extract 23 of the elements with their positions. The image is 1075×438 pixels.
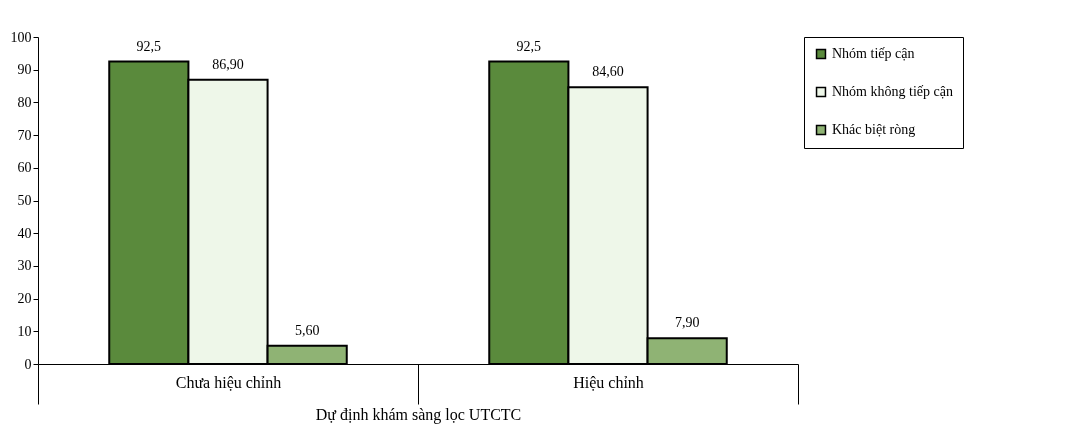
y-tick-label: 90 (17, 62, 32, 78)
data-label: 92,5 (136, 38, 162, 54)
y-tick-label: 80 (17, 94, 32, 110)
y-tick-label: 0 (24, 356, 32, 372)
x-tick-label: Hiệu chỉnh (573, 373, 644, 391)
data-label: 86,90 (212, 56, 244, 72)
data-label: 7,90 (674, 315, 700, 331)
legend-label: Nhóm tiếp cận (832, 46, 915, 61)
legend-label: Khác biệt ròng (832, 122, 916, 137)
x-tick-label: Chưa hiệu chỉnh (175, 373, 282, 391)
y-tick-label: 50 (17, 193, 32, 208)
x-axis-title: Dự định khám sàng lọc UTCTC (315, 406, 522, 424)
data-label: 92,5 (516, 38, 542, 54)
y-tick-label: 100 (10, 29, 32, 45)
y-tick-label: 20 (17, 291, 32, 307)
y-tick-label: 40 (17, 225, 32, 241)
y-tick-label: 30 (17, 258, 32, 274)
y-tick-label: 70 (17, 127, 32, 143)
data-label: 5,60 (294, 322, 320, 338)
y-tick-label: 60 (17, 160, 32, 176)
y-tick-label: 10 (17, 323, 32, 339)
data-label: 84,60 (592, 64, 624, 80)
legend-label: Nhóm không tiếp cận (832, 84, 953, 99)
